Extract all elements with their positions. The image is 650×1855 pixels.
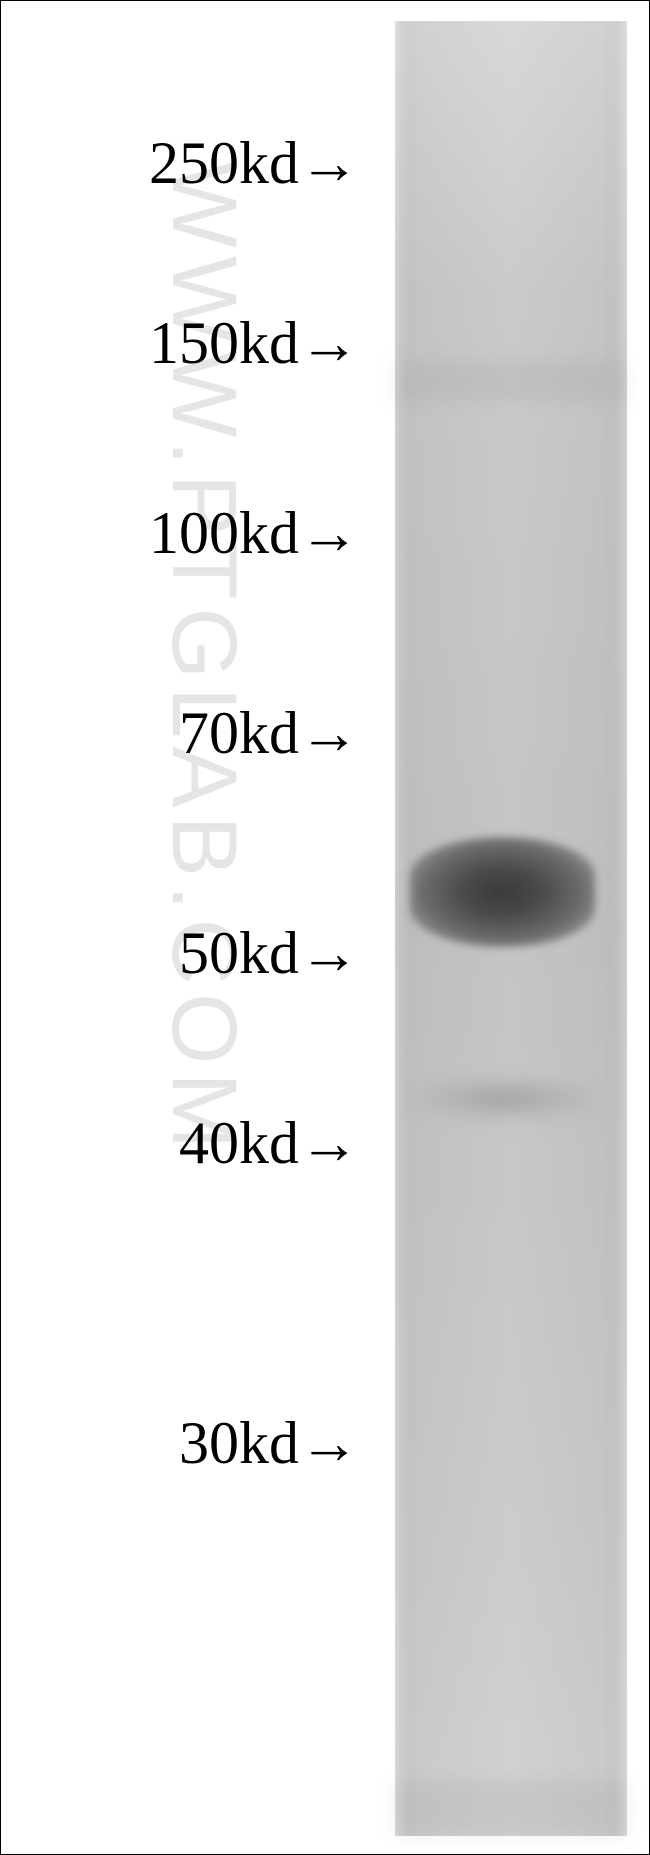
protein-band-faint xyxy=(415,1076,595,1121)
lane-smudge xyxy=(395,361,627,401)
mw-marker-30kd: 30kd→ xyxy=(29,1409,359,1478)
blot-lane xyxy=(395,21,627,1836)
mw-marker-70kd: 70kd→ xyxy=(29,699,359,768)
mw-marker-250kd: 250kd→ xyxy=(29,129,359,198)
mw-marker-150kd: 150kd→ xyxy=(29,309,359,378)
western-blot-figure: WWW.PTGLAB.COM xyxy=(0,0,650,1855)
mw-marker-50kd: 50kd→ xyxy=(29,919,359,988)
lane-smudge xyxy=(395,1781,627,1836)
protein-band-main xyxy=(410,837,595,947)
mw-marker-40kd: 40kd→ xyxy=(29,1109,359,1178)
mw-marker-100kd: 100kd→ xyxy=(29,499,359,568)
